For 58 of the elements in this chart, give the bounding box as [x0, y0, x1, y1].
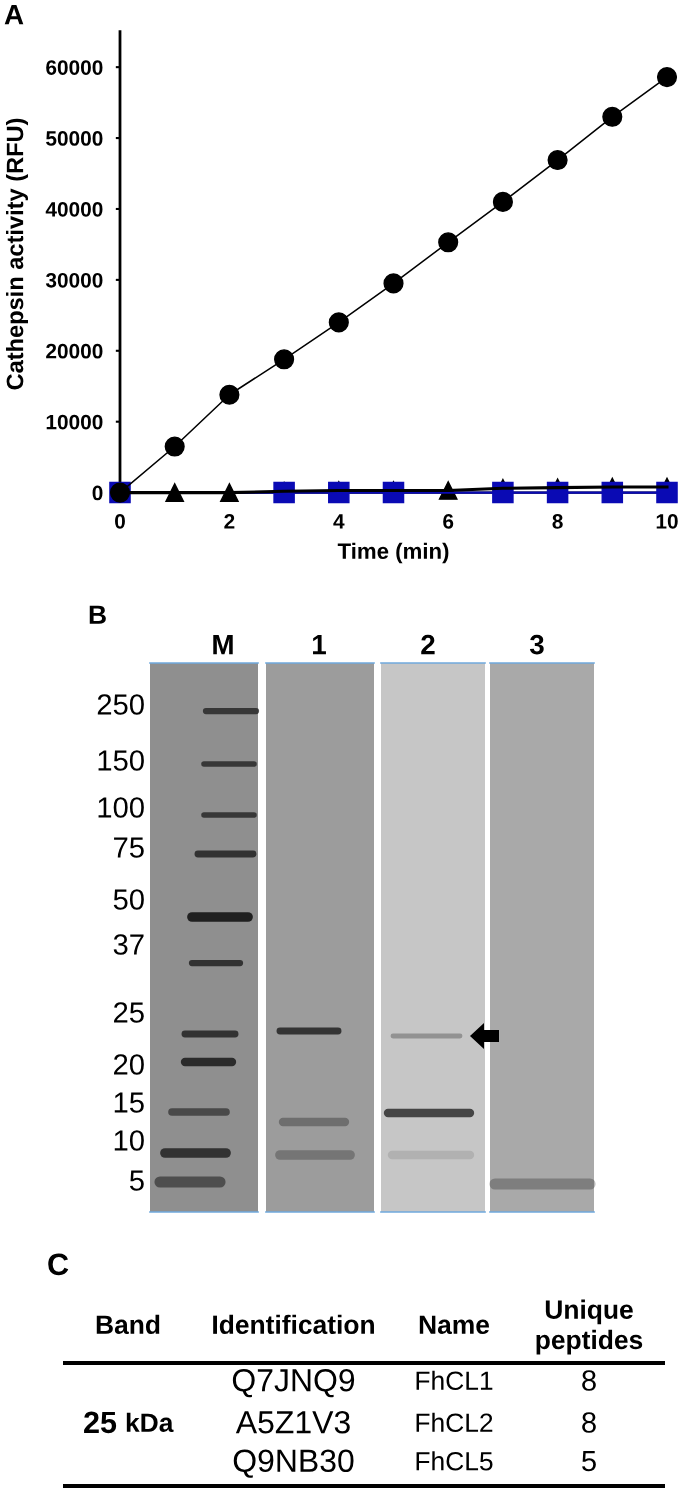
text: 75: [114, 837, 144, 858]
x-tick-label: 8: [552, 513, 563, 529]
text: 15: [114, 1092, 144, 1113]
point: [274, 349, 295, 370]
point: [656, 67, 678, 88]
point: [164, 436, 185, 457]
x-axis-title: Time (min): [337, 542, 449, 564]
text: 100: [98, 797, 144, 818]
point: [219, 384, 240, 405]
text: 8: [582, 1370, 596, 1391]
point: [547, 149, 568, 171]
text: A5Z1V3: [235, 1410, 350, 1434]
category-label: 3: [529, 634, 544, 655]
text: 50: [113, 889, 144, 910]
text: C: [48, 1253, 69, 1276]
point: [328, 312, 349, 333]
text: 25: [114, 1002, 144, 1023]
category-label: Identification: [213, 1314, 374, 1335]
category-label: M: [213, 635, 233, 655]
text: Q7JNQ9: [232, 1368, 355, 1398]
x-tick-label: 4: [333, 514, 345, 529]
text: 150: [98, 750, 144, 771]
category-label: Band: [96, 1314, 160, 1335]
point: [383, 273, 404, 294]
text: 250: [97, 694, 144, 715]
text: 5: [129, 1170, 144, 1191]
text: 25: [84, 1411, 117, 1434]
category-label: 2: [421, 634, 435, 655]
text: FhCL2: [416, 1412, 493, 1433]
point: [492, 191, 513, 212]
x-tick-label: 6: [443, 513, 454, 529]
category-label: 1: [313, 635, 326, 655]
text: 37: [113, 934, 144, 955]
text: 20: [114, 1054, 144, 1075]
text: FhCL5: [416, 1451, 493, 1471]
y-tick-label: 0: [92, 485, 103, 501]
y-tick-label: 60000: [46, 60, 103, 75]
y-axis-title: Cathepsin activity (RFU): [6, 118, 28, 390]
x-tick-label: 2: [224, 513, 235, 529]
point: [602, 106, 623, 127]
y-tick-label: 30000: [45, 272, 103, 288]
category-label: Unique peptides: [536, 1299, 643, 1355]
text: 10: [114, 1130, 144, 1151]
text: 5: [582, 1450, 596, 1472]
x-tick-label: 10: [656, 513, 678, 529]
text: FhCL1: [416, 1370, 493, 1391]
y-tick-label: 10000: [46, 414, 103, 430]
text: kDa: [126, 1412, 174, 1433]
text: B: [89, 605, 106, 624]
chart-title: A: [4, 5, 24, 25]
x-tick-label: 0: [115, 513, 125, 529]
y-tick-label: 50000: [46, 131, 103, 146]
y-tick-label: 40000: [45, 201, 103, 217]
text: Q9NB30: [233, 1449, 354, 1478]
point: [438, 232, 459, 253]
text: 8: [582, 1412, 596, 1433]
category-label: Name: [419, 1315, 490, 1335]
y-tick-label: 20000: [46, 343, 103, 359]
